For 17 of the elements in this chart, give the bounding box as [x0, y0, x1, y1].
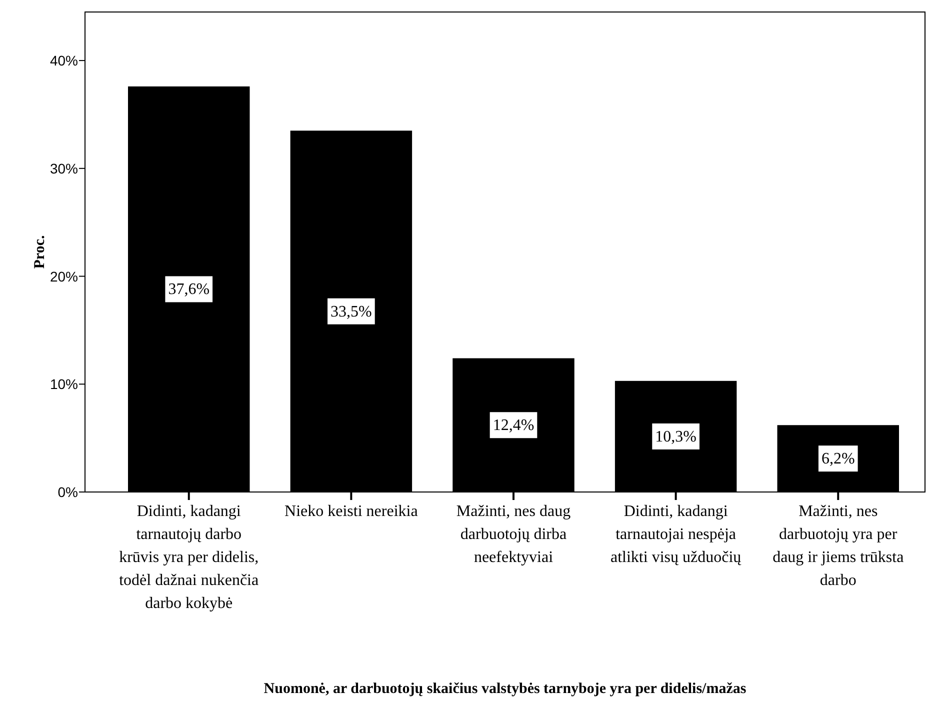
y-axis-title: Proc.: [32, 235, 48, 269]
data-label: 37,6%: [168, 281, 210, 298]
y-tick-label: 40%: [50, 52, 78, 69]
y-tick-label: 30%: [50, 160, 78, 176]
y-tick-label: 20%: [50, 268, 78, 284]
x-tick-label: Mažinti, nes darbuotojų yra per daug ir jiems trūksta darbo: [772, 503, 904, 589]
data-label: 10,3%: [655, 428, 696, 446]
x-tick-label: Didinti, kadangi tarnautojų darbo krūvis yra per didelis, todėl dažnai nukenčia darbo kokybė: [119, 503, 259, 612]
x-axis-title: Nuomonė, ar darbuotojų skaičius valstybės tarnyboje yra per didelis/mažas: [264, 681, 746, 697]
data-label: 12,4%: [492, 417, 534, 434]
data-label: 6,2%: [821, 450, 855, 468]
y-tick-label: 10%: [50, 376, 78, 392]
x-tick-label: Didinti, kadangi tarnautojai nespėja atlikti visų užduočių: [610, 503, 742, 566]
y-tick-label: 0%: [58, 484, 78, 500]
x-tick-label: Nieko keisti nereikia: [284, 503, 418, 520]
x-tick-label: Mažinti, nes daug darbuotojų dirba neefektyviai: [456, 503, 571, 566]
data-label: 33,5%: [330, 303, 372, 320]
